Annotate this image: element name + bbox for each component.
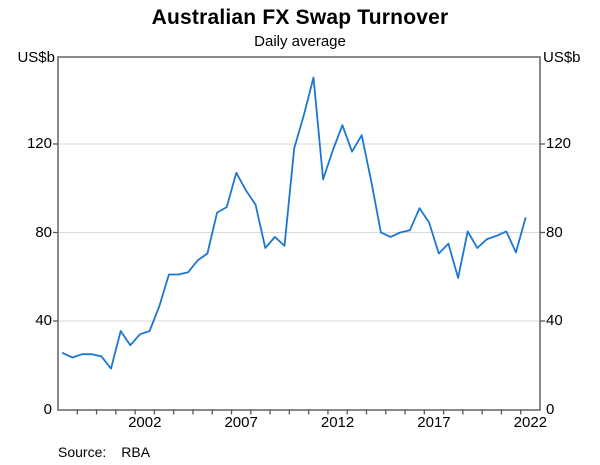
x-axis-label-2022: 2022 xyxy=(513,414,548,431)
axis-ticks xyxy=(53,143,545,415)
y-axis-label-left-0: 0 xyxy=(43,400,52,418)
x-axis-label-2017: 2017 xyxy=(417,414,451,431)
y-axis-label-right-120: 120 xyxy=(546,135,572,152)
y-axis-label-left-120: 120 xyxy=(26,135,52,152)
y-axis-unit-left: US$b xyxy=(17,49,55,66)
gridlines xyxy=(59,143,539,322)
y-axis-label-right-0: 0 xyxy=(546,400,555,418)
x-axis-label-2007: 2007 xyxy=(224,414,258,431)
plot-frame xyxy=(57,56,541,411)
source-note: Source: RBA xyxy=(58,444,150,460)
chart-subtitle: Daily average xyxy=(254,33,346,50)
y-axis-label-left-80: 80 xyxy=(35,223,52,241)
turnover-line-series xyxy=(61,76,527,370)
source-label: Source: xyxy=(58,444,107,460)
y-axis-label-left-40: 40 xyxy=(35,312,52,329)
y-axis-label-right-80: 80 xyxy=(546,223,563,241)
chart-title: Australian FX Swap Turnover xyxy=(151,6,449,29)
y-axis-unit-right: US$b xyxy=(543,49,581,66)
x-axis-label-2012: 2012 xyxy=(320,414,355,431)
y-axis-label-right-40: 40 xyxy=(546,312,563,329)
x-axis-label-2002: 2002 xyxy=(128,414,162,431)
source-value: RBA xyxy=(121,444,151,460)
